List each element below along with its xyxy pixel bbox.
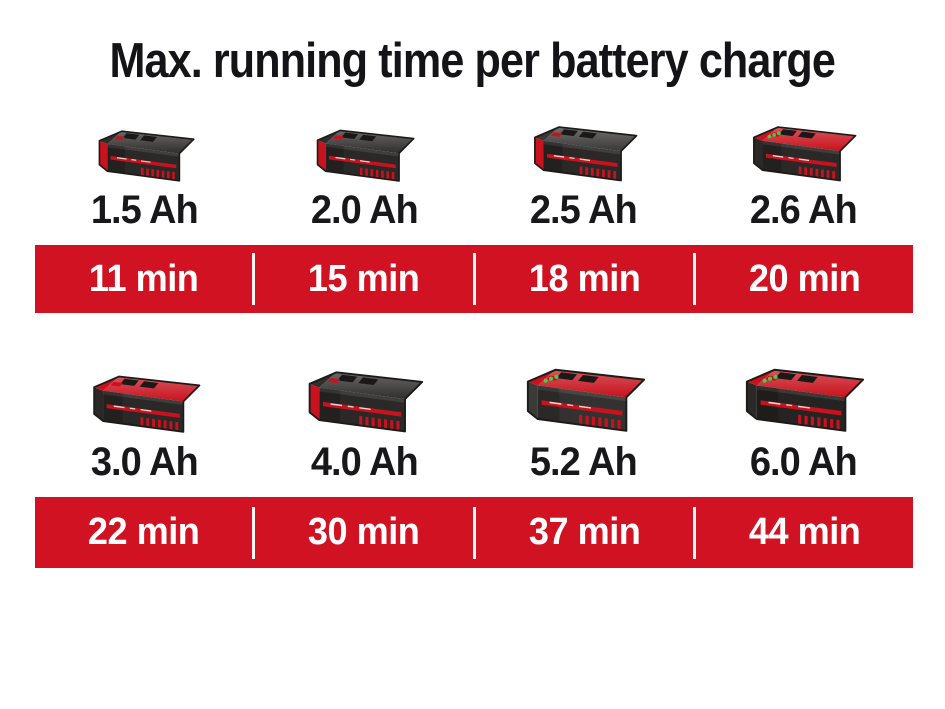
- band-divider: [472, 506, 476, 559]
- battery-cell-5.2ah: 5.2 Ah: [474, 338, 694, 482]
- band-divider: [252, 253, 256, 305]
- battery-capacity-label: 6.0 Ah: [749, 440, 858, 484]
- runtime-value: 22 min: [87, 511, 200, 553]
- battery-row-1: 1.5 Ah 2.0 Ah 2.5 Ah 2.6 Ah: [35, 102, 913, 230]
- battery-2.0ah-image: [316, 129, 415, 182]
- battery-cell-2.0ah: 2.0 Ah: [255, 102, 475, 230]
- band-divider: [692, 506, 696, 559]
- battery-cell-6.0ah: 6.0 Ah: [694, 338, 914, 482]
- battery-1.5ah-image: [98, 130, 195, 182]
- battery-capacity-label: 1.5 Ah: [91, 188, 199, 232]
- runtime-value: 11 min: [88, 257, 199, 300]
- band-divider: [692, 253, 696, 305]
- runtime-band-2: 22 min 30 min 37 min 44 min: [35, 497, 913, 568]
- runtime-value: 20 min: [748, 257, 861, 300]
- battery-capacity-label: 5.2 Ah: [530, 440, 638, 484]
- battery-cell-2.5ah: 2.5 Ah: [474, 102, 694, 230]
- battery-6.0ah-image: [746, 369, 865, 433]
- battery-capacity-label: 2.6 Ah: [749, 188, 858, 232]
- battery-5.2ah-image: [526, 369, 645, 433]
- band-divider: [472, 253, 476, 305]
- battery-2.5ah-image: [533, 125, 638, 181]
- band-divider: [252, 506, 256, 559]
- battery-capacity-label: 4.0 Ah: [310, 440, 419, 484]
- runtime-value: 44 min: [748, 511, 861, 553]
- battery-capacity-label: 2.0 Ah: [310, 188, 419, 232]
- runtime-band-1: 11 min 15 min 18 min 20 min: [35, 245, 913, 313]
- runtime-value: 30 min: [308, 511, 420, 553]
- battery-row-2: 3.0 Ah 4.0 Ah 5.2 Ah 6.0 Ah: [35, 338, 913, 482]
- battery-cell-4.0ah: 4.0 Ah: [255, 338, 475, 482]
- battery-capacity-label: 3.0 Ah: [91, 440, 199, 484]
- battery-cell-2.6ah: 2.6 Ah: [694, 102, 914, 230]
- runtime-value: 15 min: [308, 257, 420, 300]
- battery-3.0ah-image: [92, 375, 201, 433]
- battery-2.6ah-image: [753, 125, 857, 181]
- battery-cell-3.0ah: 3.0 Ah: [35, 338, 255, 482]
- battery-cell-1.5ah: 1.5 Ah: [35, 102, 255, 230]
- battery-4.0ah-image: [308, 371, 424, 433]
- page-title: Max. running time per battery charge: [109, 34, 836, 89]
- battery-capacity-label: 2.5 Ah: [530, 188, 638, 232]
- runtime-value: 18 min: [528, 257, 640, 300]
- runtime-value: 37 min: [528, 511, 640, 553]
